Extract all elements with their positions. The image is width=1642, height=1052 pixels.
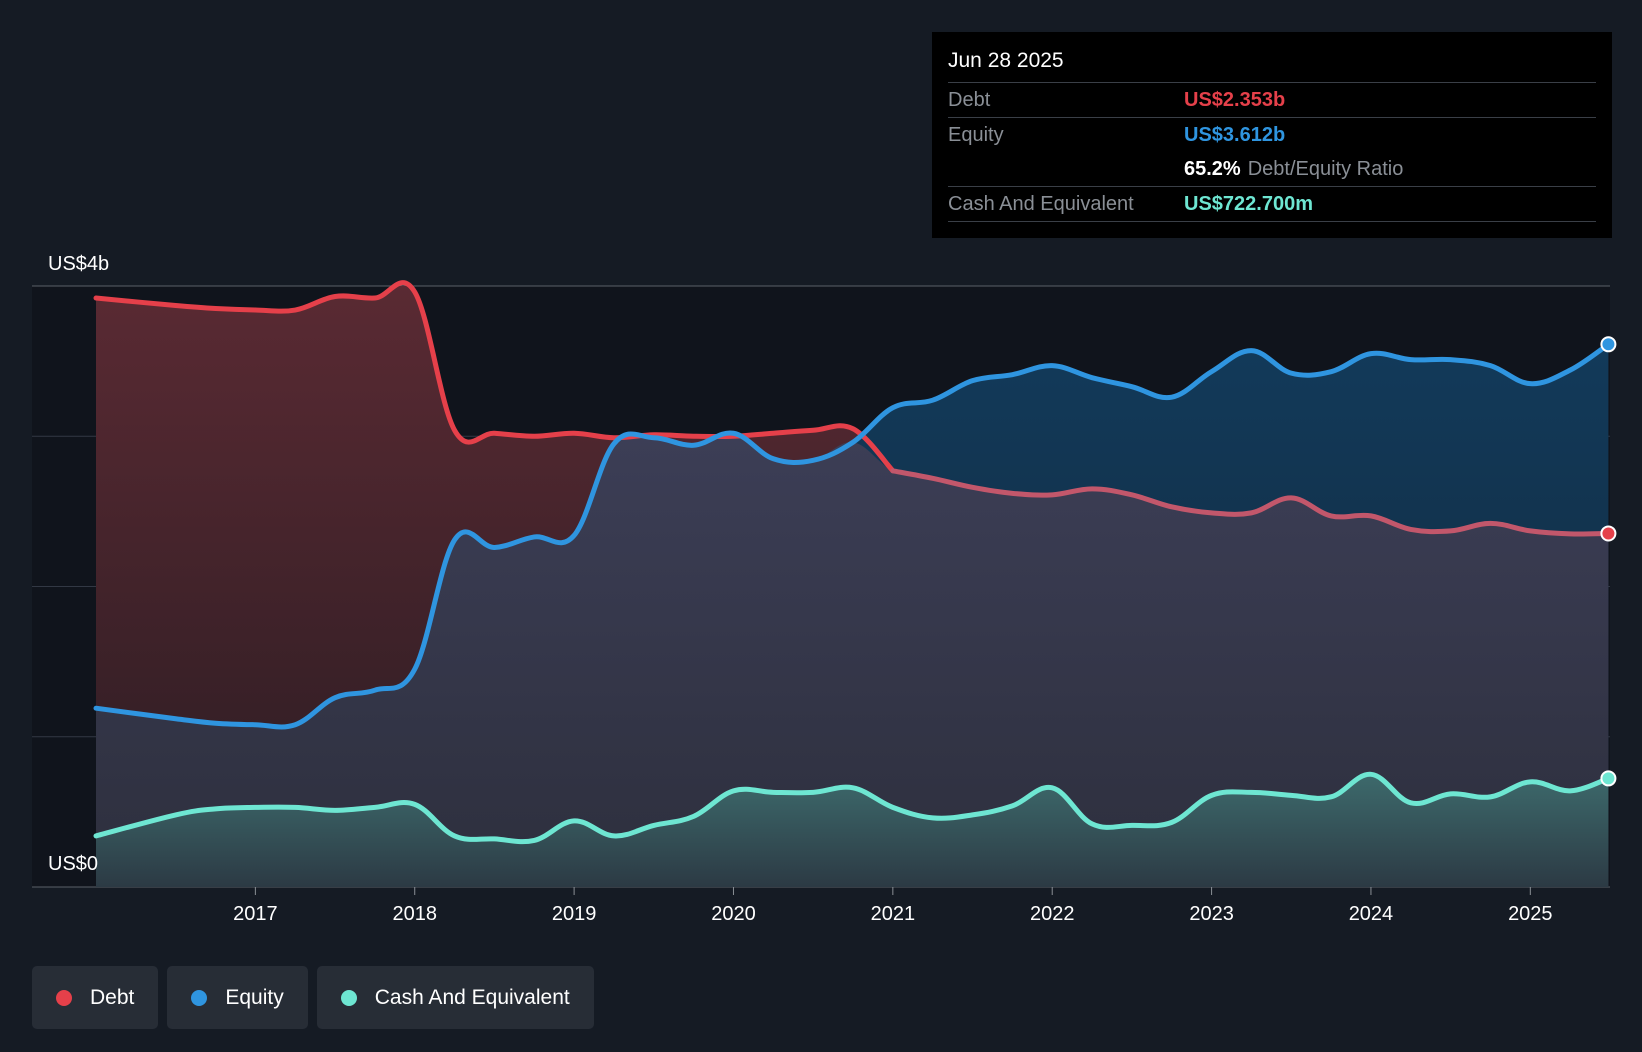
tooltip-cash-label: Cash And Equivalent <box>948 192 1134 215</box>
equity-line <box>93 341 1611 730</box>
cash-end-marker <box>1600 770 1617 787</box>
legend-dot-cash-icon <box>340 989 357 1006</box>
legend-item-cash[interactable]: Cash And Equivalent <box>316 966 594 1029</box>
data-tooltip: Jun 28 2025 Debt US$2.353b Equity US$3.6… <box>932 32 1612 238</box>
tooltip-row-cash: Cash And Equivalent US$722.700m <box>948 186 1596 222</box>
y-axis-max-label: US$4b <box>48 253 109 275</box>
tooltip-ratio-value: 65.2% <box>1184 157 1241 180</box>
x-tick-label: 2020 <box>711 903 756 925</box>
x-tick-label: 2024 <box>1349 903 1394 925</box>
tooltip-row-equity: Equity US$3.612b <box>948 117 1596 152</box>
x-tick-label: 2021 <box>871 903 916 925</box>
legend-dot-debt-icon <box>56 989 72 1006</box>
tooltip-row-ratio: 65.2% Debt/Equity Ratio <box>948 152 1596 186</box>
tooltip-ratio-label: Debt/Equity Ratio <box>1247 157 1404 180</box>
x-tick-label: 2023 <box>1189 903 1234 925</box>
x-tick-label: 2017 <box>233 903 278 925</box>
debt-equity-overlap-area <box>96 433 1609 887</box>
legend-item-debt[interactable]: Debt <box>32 966 159 1029</box>
series-end-markers <box>1600 336 1617 787</box>
tooltip-cash-value: US$722.700m <box>1184 192 1313 215</box>
x-tick-label: 2022 <box>1030 903 1075 925</box>
x-tick-label: 2018 <box>392 903 437 925</box>
cash-line <box>93 771 1611 845</box>
equity-end-marker <box>1600 336 1617 353</box>
debt-line <box>93 280 896 474</box>
series-lines <box>93 280 1611 845</box>
chart-legend: Debt Equity Cash And Equivalent <box>32 966 594 1029</box>
x-tick-label: 2019 <box>552 903 597 925</box>
tooltip-equity-value: US$3.612b <box>1184 123 1286 146</box>
tooltip-row-debt: Debt US$2.353b <box>948 82 1596 117</box>
legend-label-equity: Equity <box>225 985 284 1009</box>
legend-item-equity[interactable]: Equity <box>167 966 308 1029</box>
tooltip-debt-label: Debt <box>948 88 991 111</box>
y-axis-min-label: US$0 <box>48 853 98 875</box>
tooltip-debt-value: US$2.353b <box>1184 88 1286 111</box>
x-axis-ticks: 2017 2018 2019 2020 2021 2022 2023 2024 2025 <box>233 887 1553 925</box>
legend-dot-equity-icon <box>191 989 208 1006</box>
tooltip-date: Jun 28 2025 <box>948 49 1064 72</box>
tooltip-equity-label: Equity <box>948 123 1004 146</box>
cash-area <box>96 774 1609 887</box>
legend-label-cash: Cash And Equivalent <box>374 985 570 1009</box>
debt-end-marker <box>1600 525 1617 542</box>
legend-label-debt: Debt <box>90 985 135 1009</box>
debt-line-below-equity <box>890 468 1611 537</box>
x-tick-label: 2025 <box>1508 903 1553 925</box>
series-areas <box>96 286 1609 887</box>
